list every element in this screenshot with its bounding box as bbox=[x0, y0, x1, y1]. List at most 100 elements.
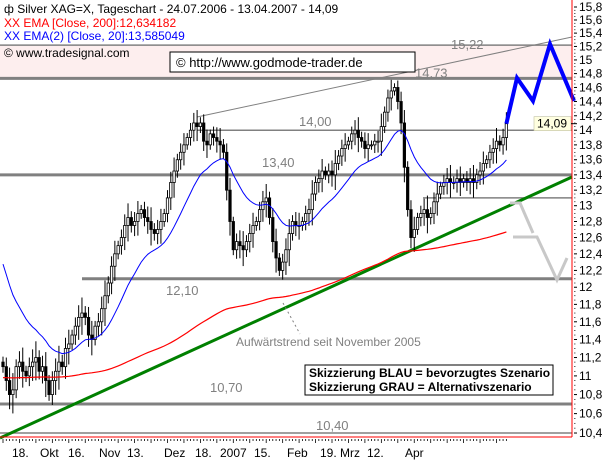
candle-body bbox=[481, 163, 485, 172]
candle-body bbox=[238, 241, 242, 247]
candle-body bbox=[435, 193, 439, 203]
candle-body bbox=[109, 265, 114, 284]
level-label: 14,00 bbox=[299, 114, 332, 129]
candle-body bbox=[225, 151, 229, 191]
candle-body bbox=[409, 209, 413, 238]
ema200-line bbox=[2, 231, 507, 379]
y-tick-label: 13,8 bbox=[579, 138, 603, 152]
candle-body bbox=[7, 380, 12, 395]
candle-body bbox=[327, 170, 331, 176]
candle-body bbox=[258, 209, 262, 222]
candle-body bbox=[277, 257, 281, 271]
candle-body bbox=[461, 178, 466, 183]
candle-body bbox=[360, 137, 364, 142]
candle-body bbox=[504, 123, 508, 138]
candle-body bbox=[96, 321, 101, 327]
candle-body bbox=[119, 237, 124, 247]
last-price-label: 14,09 bbox=[537, 117, 567, 131]
x-tick-label: 12. bbox=[367, 446, 384, 460]
legend-blue: Skizzierung BLAU = bevorzugtes Szenario bbox=[309, 366, 550, 380]
candle-body bbox=[376, 140, 380, 143]
candle-body bbox=[116, 245, 120, 255]
y-tick-label: 13,4 bbox=[579, 168, 603, 182]
title-text: Silver XAG=X, Tageschart - 24.07.2006 - … bbox=[17, 2, 338, 16]
x-tick-label: 16. bbox=[68, 446, 85, 460]
candle-body bbox=[353, 129, 357, 135]
candle-body bbox=[21, 361, 25, 372]
candle-body bbox=[432, 201, 436, 214]
candle-body bbox=[123, 225, 127, 238]
candle-body bbox=[100, 308, 104, 323]
candle-body bbox=[169, 182, 173, 199]
y-tick-label: 14 bbox=[579, 123, 593, 137]
candle-body bbox=[244, 241, 249, 251]
y-tick-label: 12 bbox=[579, 280, 593, 294]
candle-body bbox=[198, 122, 202, 127]
candle-body bbox=[346, 140, 351, 146]
candle-body bbox=[37, 357, 41, 372]
x-tick-label: 18. bbox=[12, 446, 29, 460]
candle-body bbox=[27, 366, 31, 377]
candle-body bbox=[340, 148, 344, 157]
candle-body bbox=[106, 282, 110, 297]
scenario-legend: Skizzierung BLAU = bevorzugtes Szenario … bbox=[304, 364, 554, 396]
x-tick-label: 19. bbox=[320, 446, 337, 460]
chart-title: ф Silver XAG=X, Tageschart - 24.07.2006 … bbox=[4, 2, 339, 16]
watermark-box: © http://www.godmode-trader.de bbox=[169, 51, 416, 73]
x-tick-label: Dez bbox=[164, 446, 185, 460]
candle-body bbox=[50, 380, 54, 395]
candle-body bbox=[47, 380, 51, 395]
candle-body bbox=[231, 221, 235, 251]
candle-body bbox=[11, 389, 15, 395]
x-tick-label: 2007 bbox=[220, 446, 247, 460]
y-tick-label: 13 bbox=[579, 199, 593, 213]
scenario-grey-path bbox=[513, 235, 569, 284]
candle-body bbox=[494, 140, 499, 149]
candle-body bbox=[218, 140, 222, 146]
candle-body bbox=[478, 170, 482, 176]
candle-body bbox=[330, 170, 334, 176]
candle-body bbox=[333, 163, 337, 176]
scenario-blue-path bbox=[504, 38, 576, 125]
y-tick-label: 10,4 bbox=[579, 426, 603, 440]
candle-body bbox=[188, 129, 193, 138]
level-label: 13,40 bbox=[262, 155, 295, 170]
candle-body bbox=[336, 155, 341, 164]
candle-body bbox=[425, 209, 430, 218]
candle-body bbox=[136, 213, 140, 222]
candle-body bbox=[80, 312, 84, 318]
y-tick-label: 12,4 bbox=[579, 247, 603, 261]
candle-body bbox=[471, 178, 476, 183]
x-tick-label: Mrz bbox=[340, 446, 360, 460]
candle-body bbox=[172, 170, 176, 183]
candle-body bbox=[211, 133, 216, 138]
candle-body bbox=[488, 151, 492, 161]
y-tick-label: 10,8 bbox=[579, 388, 603, 402]
candle-body bbox=[251, 225, 255, 234]
candle-body bbox=[31, 361, 35, 368]
y-tick-label: 14,4 bbox=[579, 95, 603, 109]
candle-body bbox=[438, 185, 443, 195]
candle-body bbox=[4, 366, 8, 381]
candle-body bbox=[406, 166, 410, 211]
candle-body bbox=[294, 221, 298, 226]
y-tick-label: 14,8 bbox=[579, 67, 603, 81]
level-label: 14,73 bbox=[415, 65, 448, 80]
candle-body bbox=[159, 221, 163, 230]
candle-body bbox=[281, 261, 285, 271]
candle-body bbox=[54, 370, 58, 381]
candle-body bbox=[307, 209, 311, 214]
candle-body bbox=[386, 97, 390, 113]
candle-body bbox=[83, 312, 87, 318]
candle-body bbox=[422, 209, 426, 214]
candle-body bbox=[402, 122, 406, 168]
scenario-grey-path bbox=[510, 201, 535, 234]
candle-body bbox=[139, 209, 143, 214]
y-tick-label: 12,2 bbox=[579, 263, 603, 277]
candle-body bbox=[498, 140, 502, 146]
annotation-pointer bbox=[282, 302, 301, 335]
x-tick-label: 15. bbox=[254, 446, 271, 460]
y-tick-label: 13,6 bbox=[579, 153, 603, 167]
candle-body bbox=[179, 151, 183, 161]
candle-body bbox=[113, 253, 117, 267]
